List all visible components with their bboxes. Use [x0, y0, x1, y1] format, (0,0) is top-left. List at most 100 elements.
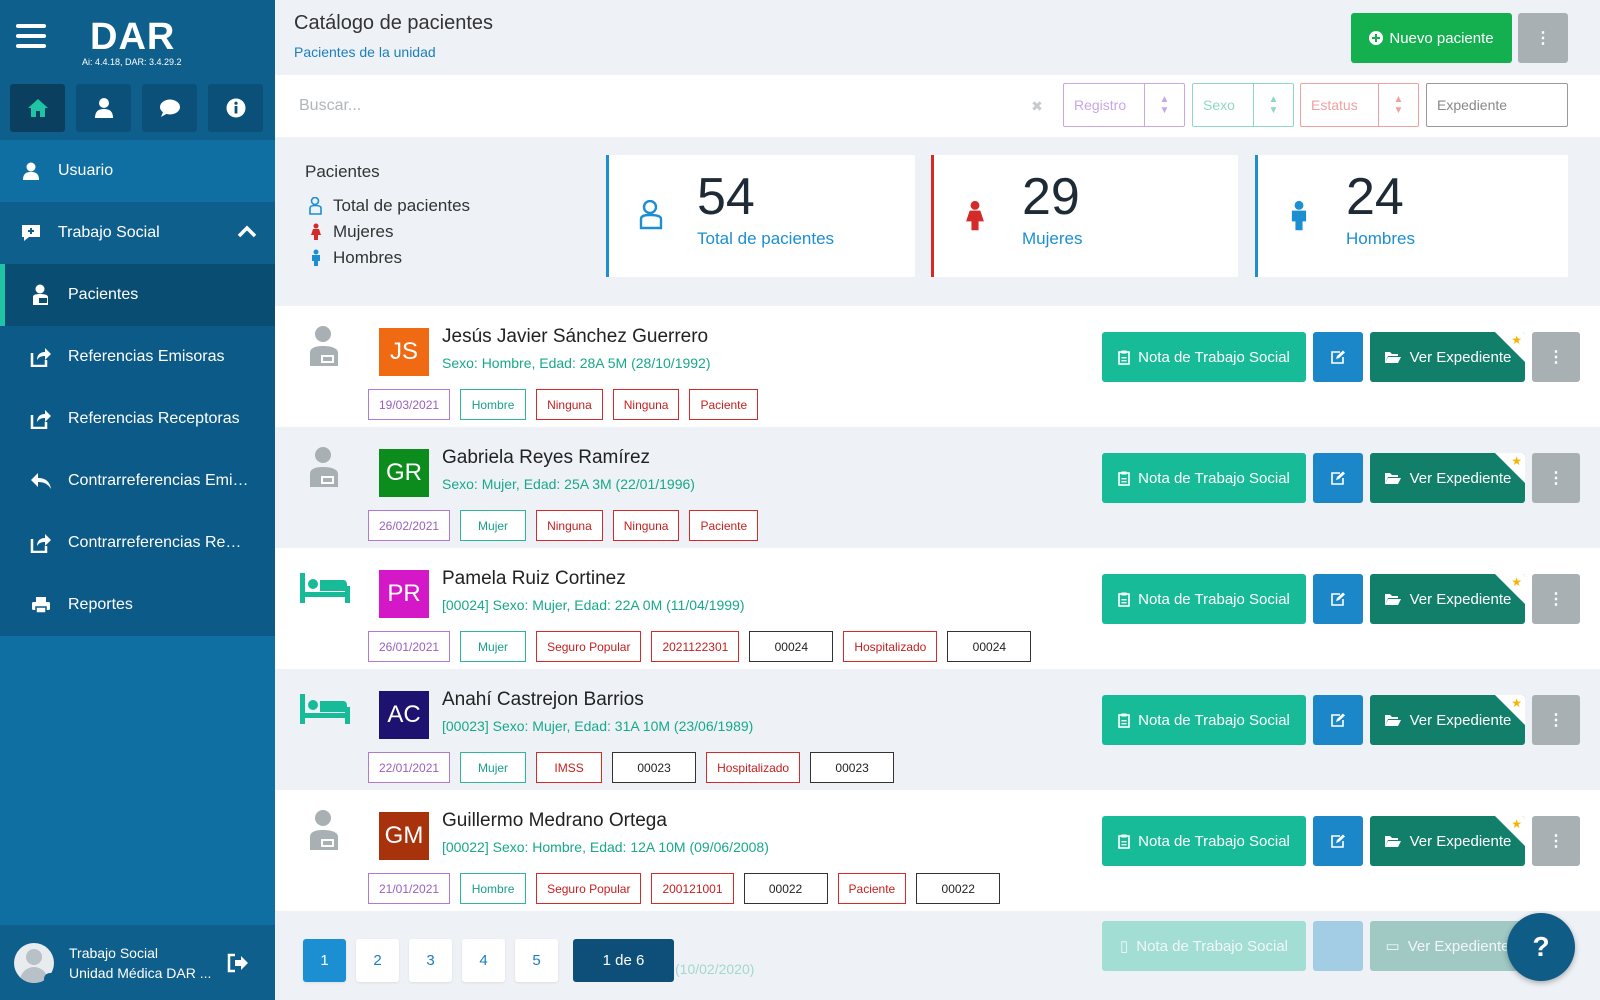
help-button[interactable]: ? — [1507, 913, 1575, 981]
row-more-button[interactable]: ⋮ — [1532, 453, 1580, 503]
sidebar-item-contrarreferencias-emi[interactable]: Contrarreferencias Emi… — [0, 450, 275, 512]
expediente-button[interactable]: Ver Expediente ★ — [1370, 332, 1525, 382]
user-info: Trabajo Social Unidad Médica DAR ... — [69, 943, 211, 983]
chevron-up-icon[interactable] — [237, 224, 257, 238]
expediente-input[interactable]: Expediente — [1426, 83, 1568, 127]
page-button[interactable]: 5 — [515, 939, 558, 982]
edit-button[interactable] — [1313, 453, 1363, 503]
sidebar-item-referencias-receptoras[interactable]: Referencias Receptoras — [0, 388, 275, 450]
legend-label: Hombres — [333, 248, 402, 267]
user-icon — [20, 160, 42, 182]
corner-ribbon — [1495, 816, 1525, 846]
bell-icon[interactable] — [44, 973, 56, 985]
sidebar-item-usuario[interactable]: Usuario — [0, 140, 275, 202]
more-vertical-icon: ⋮ — [1548, 470, 1564, 487]
nota-button[interactable]: Nota de Trabajo Social — [1102, 332, 1306, 382]
row-more-button[interactable]: ⋮ — [1532, 574, 1580, 624]
edit-icon — [1331, 834, 1345, 848]
corner-ribbon — [1495, 453, 1525, 483]
patient-tag: Hospitalizado — [706, 752, 801, 783]
estatus-select[interactable]: Estatus ▲ ▼ — [1300, 83, 1419, 127]
patient-name[interactable]: Pamela Ruiz Cortinez — [442, 568, 626, 589]
clear-filter-icon[interactable]: ✖ — [1031, 97, 1043, 114]
sidebar-item-reportes[interactable]: Reportes — [0, 574, 275, 636]
hamburger-menu-icon[interactable] — [16, 24, 46, 48]
edit-button[interactable] — [1313, 816, 1363, 866]
sidebar-item-label: Usuario — [58, 162, 114, 179]
sort-arrows-icon: ▲ ▼ — [1253, 84, 1293, 126]
expediente-label: Ver Expediente — [1409, 711, 1512, 729]
patient-row: GR Gabriela Reyes Ramírez Sexo: Mujer, E… — [275, 427, 1600, 548]
nota-button[interactable]: Nota de Trabajo Social — [1102, 695, 1306, 745]
patient-list: JS Jesús Javier Sánchez Guerrero Sexo: H… — [275, 306, 1600, 911]
female-icon — [305, 223, 327, 241]
more-vertical-icon: ⋮ — [1535, 30, 1551, 47]
pagination: 1 2 3 4 5 1 de 6 — [303, 939, 674, 982]
sidebar-item-pacientes[interactable]: Pacientes — [0, 264, 275, 326]
clipboard-icon — [1118, 471, 1130, 486]
edit-button[interactable] — [1313, 921, 1363, 971]
folder-open-icon — [1384, 715, 1401, 726]
expediente-button[interactable]: Ver Expediente ★ — [1370, 695, 1525, 745]
expediente-label: Ver Expediente — [1409, 590, 1512, 608]
row-more-button[interactable]: ⋮ — [1532, 816, 1580, 866]
patient-name[interactable]: Jesús Javier Sánchez Guerrero — [442, 326, 709, 347]
patient-tag: Mujer — [460, 631, 527, 662]
expediente-button[interactable]: Ver Expediente ★ — [1370, 816, 1525, 866]
patient-row: AC Anahí Castrejon Barrios [00023] Sexo:… — [275, 669, 1600, 790]
expediente-label: Ver Expediente — [1409, 348, 1512, 366]
plus-circle-icon — [1369, 31, 1384, 45]
chat-button[interactable] — [142, 83, 197, 132]
patient-name[interactable]: Gabriela Reyes Ramírez — [442, 447, 651, 468]
edit-button[interactable] — [1313, 695, 1363, 745]
stat-value: 54 — [697, 168, 755, 226]
nota-button[interactable]: Nota de Trabajo Social — [1102, 453, 1306, 503]
sidebar-section-trabajo-social[interactable]: Trabajo Social — [0, 202, 275, 264]
nota-button[interactable]: Nota de Trabajo Social — [1102, 816, 1306, 866]
patient-name[interactable]: Anahí Castrejon Barrios — [442, 689, 644, 710]
patient-avatar: GM — [379, 812, 429, 860]
expediente-button[interactable]: Ver Expediente ★ — [1370, 574, 1525, 624]
edit-button[interactable] — [1313, 574, 1363, 624]
edit-button[interactable] — [1313, 332, 1363, 382]
page-button[interactable]: 1 — [303, 939, 346, 982]
info-button[interactable] — [208, 83, 263, 132]
sidebar: DAR Ai: 4.4.18, DAR: 3.4.29.2 Usuario Tr… — [0, 0, 275, 1000]
nota-button[interactable]: Nota de Trabajo Social — [1102, 574, 1306, 624]
filter-bar: Buscar... ✖ Registro ▲ ▼ Sexo ▲ ▼ Estatus … — [275, 75, 1600, 137]
sidebar-footer: Trabajo Social Unidad Médica DAR ... — [0, 925, 275, 1000]
expediente-button[interactable]: Ver Expediente ★ — [1370, 453, 1525, 503]
header-more-button[interactable]: ⋮ — [1518, 13, 1568, 63]
sidebar-section-label: Trabajo Social — [58, 224, 160, 241]
new-patient-button[interactable]: Nuevo paciente — [1351, 13, 1512, 63]
patient-info: Sexo: Mujer, Edad: 25A 3M (22/01/1996) — [442, 476, 695, 492]
sexo-select[interactable]: Sexo ▲ ▼ — [1192, 83, 1294, 127]
stat-label: Mujeres — [1022, 229, 1083, 248]
patient-tag: 19/03/2021 — [368, 389, 451, 420]
page-button[interactable]: 2 — [356, 939, 399, 982]
sidebar-item-referencias-emisoras[interactable]: Referencias Emisoras — [0, 326, 275, 388]
patient-row: GM Guillermo Medrano Ortega [00022] Sexo… — [275, 790, 1600, 911]
patient-tag: Paciente — [689, 389, 759, 420]
patient-tag: Mujer — [460, 510, 527, 541]
patient-avatar: AC — [379, 691, 429, 739]
edit-icon — [1331, 350, 1345, 364]
search-input[interactable]: Buscar... — [299, 97, 362, 114]
patient-tag: Paciente — [837, 873, 907, 904]
avatar[interactable] — [14, 942, 54, 983]
page-button[interactable]: 3 — [409, 939, 452, 982]
home-button[interactable] — [10, 83, 65, 132]
doctor-button[interactable] — [76, 83, 131, 132]
row-more-button[interactable]: ⋮ — [1532, 695, 1580, 745]
patient-name[interactable]: Guillermo Medrano Ortega — [442, 810, 667, 831]
sidebar-item-contrarreferencias-re[interactable]: Contrarreferencias Re… — [0, 512, 275, 574]
row-more-button[interactable]: ⋮ — [1532, 332, 1580, 382]
page-button[interactable]: 4 — [462, 939, 505, 982]
stat-card-hombres: 24 Hombres — [1255, 155, 1568, 277]
logout-icon[interactable] — [227, 953, 249, 973]
edit-icon — [1331, 592, 1345, 606]
page-subtitle[interactable]: Pacientes de la unidad — [294, 44, 436, 60]
nota-button[interactable]: ▯ Nota de Trabajo Social — [1102, 921, 1306, 971]
expediente-button[interactable]: ▭ Ver Expediente — [1370, 921, 1525, 971]
registro-select[interactable]: Registro ▲ ▼ — [1063, 83, 1185, 127]
